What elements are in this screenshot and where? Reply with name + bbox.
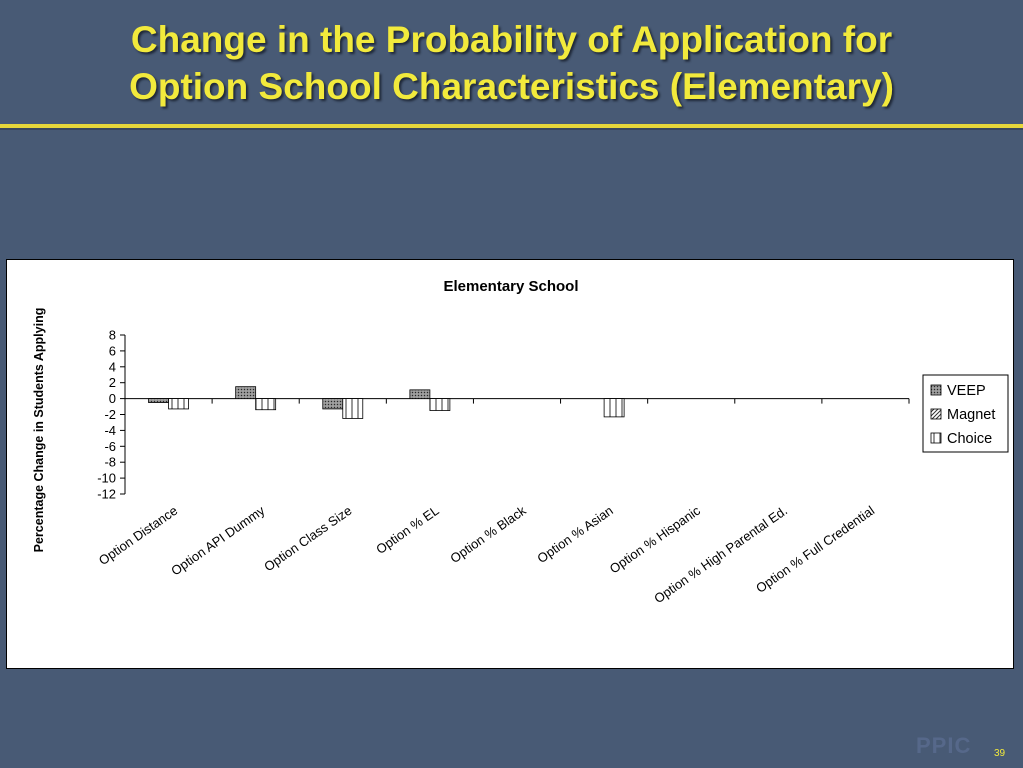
x-category-label: Option Class Size <box>261 503 354 575</box>
legend-label-magnet: Magnet <box>947 407 995 423</box>
x-category-label: Option % EL <box>373 503 441 557</box>
bar-veep <box>322 398 344 410</box>
bar-choice <box>342 398 364 419</box>
legend: VEEP Magnet Choice <box>922 374 1009 453</box>
slide-title: Change in the Probability of Application… <box>0 16 1023 110</box>
x-category-label: Option API Dummy <box>168 502 268 578</box>
y-tick-label: 0 <box>109 391 116 406</box>
bar-veep <box>235 386 257 400</box>
x-category-label: Option % Black <box>447 502 529 566</box>
bar-chart: Elementary School Percentage Change in S… <box>32 278 1009 606</box>
legend-label-veep: VEEP <box>947 383 986 399</box>
y-tick-label: 4 <box>109 359 116 374</box>
chart-title: Elementary School <box>443 278 578 295</box>
y-tick-label: 8 <box>109 328 116 343</box>
bar-veep <box>148 398 169 403</box>
bar-choice <box>255 398 277 411</box>
y-tick-label: -12 <box>97 487 116 502</box>
legend-swatch-magnet <box>930 408 942 420</box>
x-category-label: Option % Asian <box>534 503 615 566</box>
title-divider-shadow <box>0 128 1023 130</box>
chart-panel: Elementary School Percentage Change in S… <box>6 259 1014 669</box>
x-category-label: Option Distance <box>96 503 180 568</box>
bar-choice <box>429 398 451 411</box>
slide-title-line-1: Change in the Probability of Application… <box>130 19 893 60</box>
y-axis-label: Percentage Change in Students Applying <box>32 308 46 553</box>
bar-veep <box>409 389 431 399</box>
y-tick-label: -6 <box>104 439 116 454</box>
legend-swatch-choice <box>930 432 942 444</box>
title-divider <box>0 124 1023 128</box>
y-tick-label: 6 <box>109 343 116 358</box>
ppic-logo: PPIC <box>916 733 972 758</box>
page-number: 39 <box>994 748 1006 759</box>
y-tick-label: -8 <box>104 455 116 470</box>
slide-title-line-2: Option School Characteristics (Elementar… <box>129 66 894 107</box>
x-category-label: Option % Hispanic <box>607 502 704 576</box>
y-tick-label: -2 <box>104 407 116 422</box>
y-tick-label: -10 <box>97 471 116 486</box>
y-tick-label: 2 <box>109 375 116 390</box>
legend-swatch-veep <box>930 384 942 396</box>
bar-choice <box>603 398 625 418</box>
legend-label-choice: Choice <box>947 431 992 447</box>
y-tick-label: -4 <box>104 423 116 438</box>
bar-choice <box>168 398 189 410</box>
